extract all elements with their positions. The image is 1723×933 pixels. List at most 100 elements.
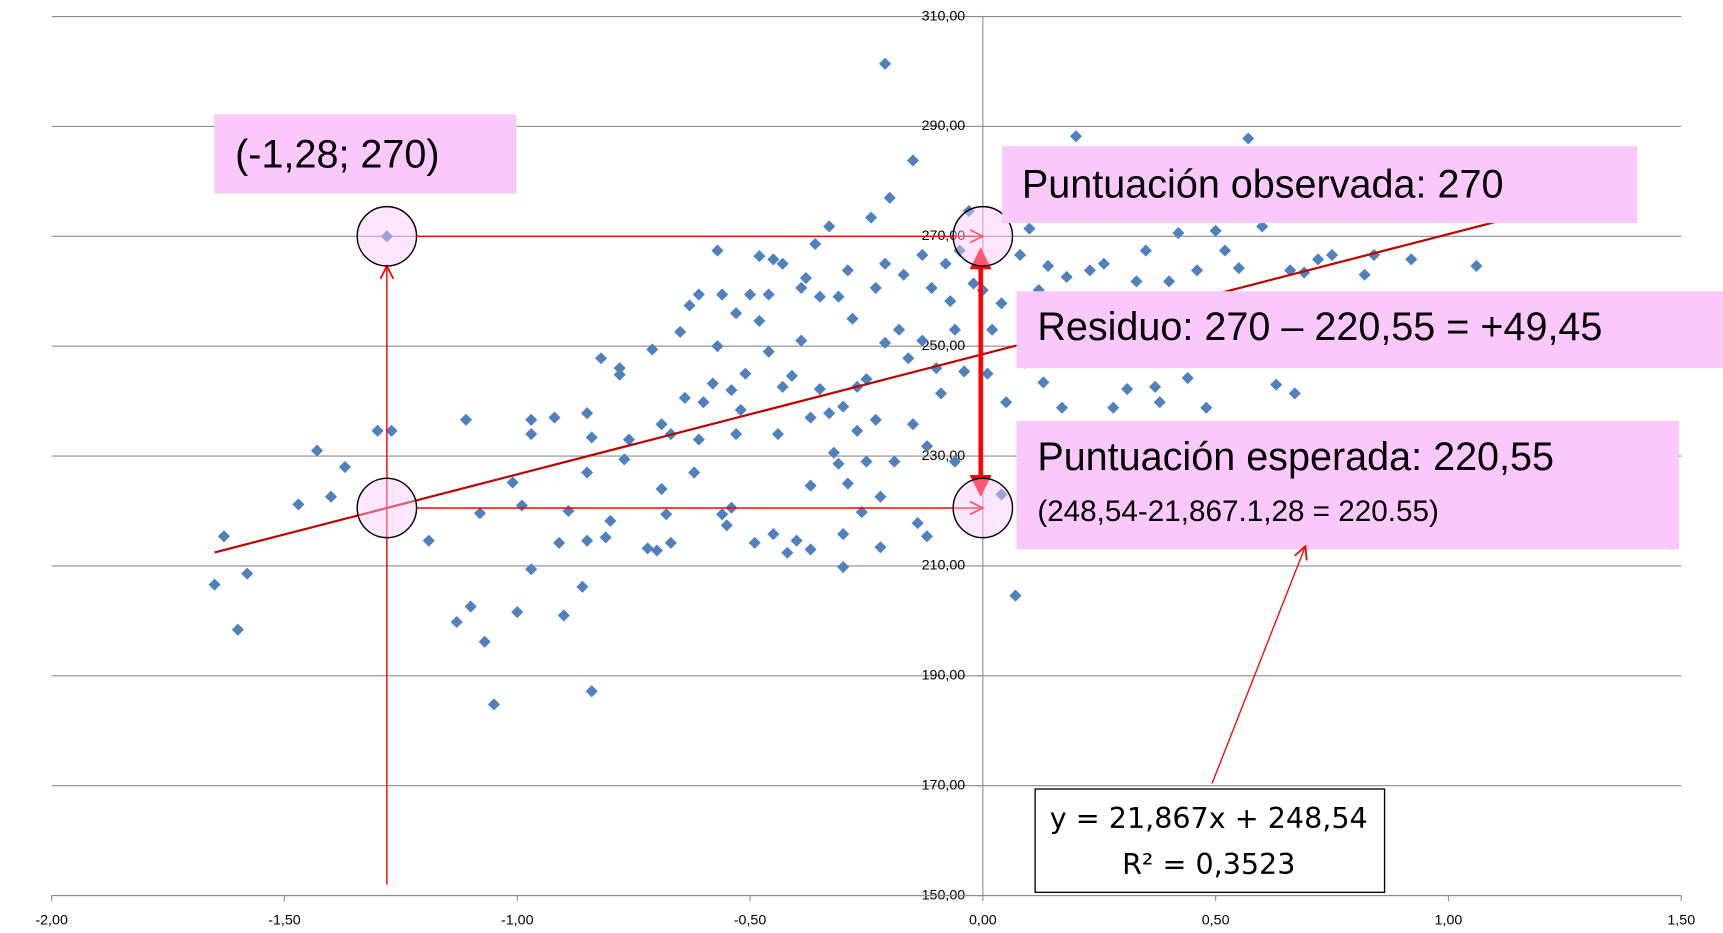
- point: [231, 623, 244, 636]
- point: [874, 541, 887, 554]
- point: [804, 411, 817, 424]
- point: [851, 424, 864, 437]
- point: [911, 517, 924, 530]
- point: [832, 290, 845, 303]
- x-tick-label: 0,00: [969, 913, 997, 929]
- point: [1000, 396, 1013, 409]
- trendline: [214, 220, 1496, 554]
- point: [846, 312, 859, 325]
- point: [511, 606, 524, 619]
- point: [874, 490, 887, 503]
- point: [725, 384, 738, 397]
- point: [450, 615, 463, 629]
- point: [581, 534, 594, 547]
- y-tick-label: 170,00: [922, 777, 966, 793]
- point: [585, 431, 598, 444]
- point: [813, 382, 826, 396]
- point: [553, 536, 566, 549]
- point: [855, 506, 868, 519]
- point: [706, 377, 719, 390]
- point: [1326, 248, 1339, 262]
- point: [1256, 220, 1269, 233]
- grid: 150,00170,00190,00210,00230,00250,00270,…: [35, 8, 1695, 928]
- point: [837, 528, 850, 541]
- expected-formula: (248,54-21,867.1,28 = 220.55): [1037, 495, 1439, 528]
- annotation-box: [1002, 146, 1638, 224]
- point: [618, 453, 631, 466]
- point: [916, 248, 929, 262]
- residual-label: Residuo: 270 – 220,55 = +49,45: [1037, 305, 1602, 349]
- point: [860, 373, 873, 386]
- point: [753, 250, 766, 263]
- point: [730, 428, 743, 441]
- point: [464, 600, 477, 613]
- point: [1405, 253, 1418, 266]
- point: [595, 352, 608, 365]
- point: [1069, 130, 1083, 143]
- point: [785, 369, 798, 382]
- point: [655, 418, 668, 431]
- point: [865, 211, 878, 224]
- x-tick-label: 1,00: [1435, 913, 1463, 929]
- observed-label: Puntuación observada: 270: [1022, 162, 1504, 206]
- annotation-box: [1016, 291, 1723, 369]
- point: [1041, 259, 1055, 273]
- point: [217, 530, 230, 543]
- point: [385, 424, 398, 437]
- point: [776, 257, 789, 270]
- point: [967, 277, 980, 290]
- point: [711, 244, 724, 257]
- point: [310, 444, 324, 457]
- x-tick-label: -1,50: [268, 913, 301, 929]
- point: [525, 563, 538, 576]
- point: [599, 531, 612, 544]
- point: [292, 498, 305, 511]
- point: [804, 479, 817, 492]
- expected-label: Puntuación esperada: 220,55: [1037, 435, 1554, 479]
- point: [892, 323, 906, 336]
- point: [744, 288, 757, 301]
- point: [953, 244, 966, 257]
- point: [683, 299, 696, 312]
- point: [799, 272, 812, 285]
- point: [716, 288, 729, 301]
- point: [879, 336, 892, 349]
- x-tick-label: -2,00: [35, 913, 68, 929]
- point: [1130, 275, 1143, 288]
- point: [1023, 222, 1036, 235]
- point: [525, 428, 538, 441]
- point: [557, 609, 570, 622]
- point-label: (-1,28; 270): [235, 133, 439, 177]
- point: [841, 264, 854, 277]
- point: [646, 343, 659, 356]
- point: [576, 580, 589, 593]
- point: [920, 530, 934, 543]
- point: [879, 257, 892, 270]
- x-tick-label: 1,50: [1667, 913, 1695, 929]
- point: [1055, 401, 1069, 414]
- point: [525, 413, 538, 426]
- point: [664, 536, 677, 549]
- point: [767, 528, 780, 541]
- point: [613, 362, 626, 375]
- point: [1163, 275, 1176, 288]
- point: [934, 387, 947, 400]
- pointer-line: [1211, 546, 1305, 784]
- highlight-circle: [952, 205, 1014, 267]
- point: [692, 288, 705, 301]
- point: [324, 490, 338, 503]
- point: [827, 446, 840, 459]
- point: [660, 508, 673, 521]
- point: [837, 561, 850, 574]
- point: [883, 191, 896, 204]
- point: [581, 466, 594, 479]
- point: [515, 499, 528, 512]
- point: [995, 297, 1008, 310]
- point: [487, 698, 501, 711]
- point: [478, 635, 491, 648]
- point: [1470, 259, 1483, 273]
- point: [888, 455, 901, 468]
- point: [380, 230, 393, 243]
- point: [473, 507, 487, 520]
